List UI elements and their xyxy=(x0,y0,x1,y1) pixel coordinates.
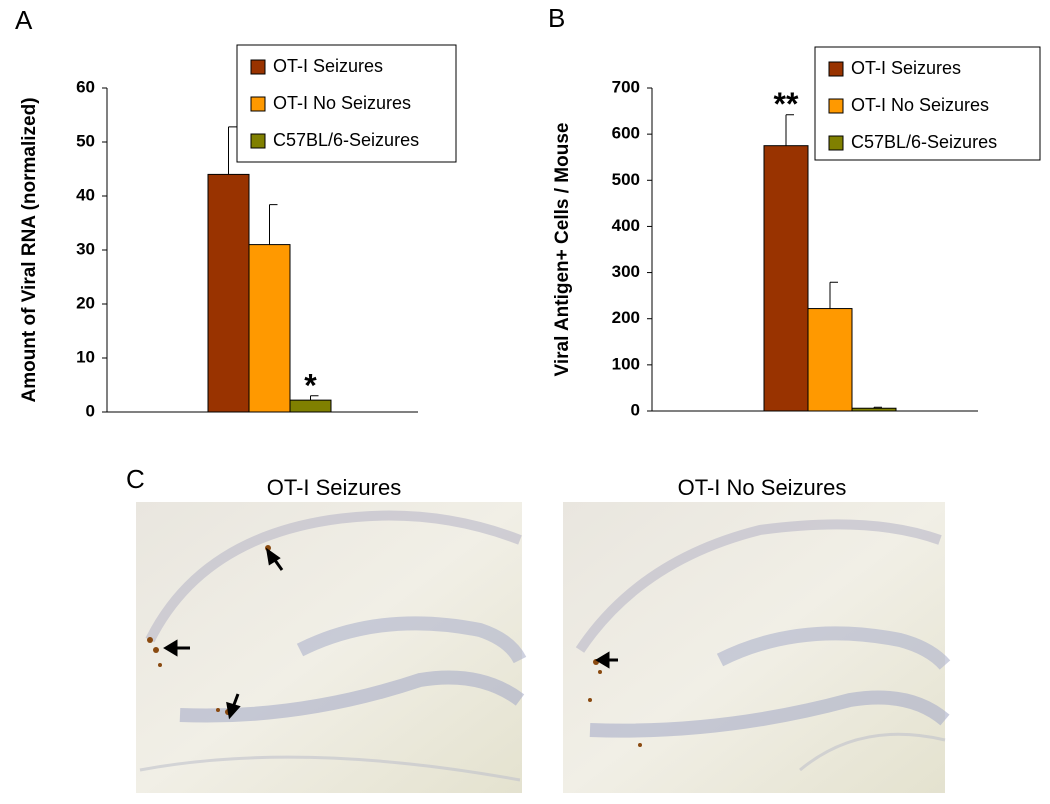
y-tick-label: 10 xyxy=(76,347,95,366)
error-bar xyxy=(873,406,882,409)
micrograph xyxy=(563,502,951,793)
legend-label: C57BL/6-Seizures xyxy=(851,132,997,152)
legend-swatch xyxy=(250,133,266,149)
legend-label: OT-I Seizures xyxy=(273,56,383,76)
y-tick-label: 0 xyxy=(631,400,640,419)
y-tick-label: 400 xyxy=(612,216,640,235)
legend-swatch xyxy=(828,98,844,114)
legend-label: OT-I No Seizures xyxy=(851,95,989,115)
y-tick-label: 500 xyxy=(612,170,640,189)
bar xyxy=(763,145,809,412)
bar xyxy=(807,308,853,412)
legend-label: OT-I No Seizures xyxy=(273,93,411,113)
error-bar xyxy=(785,114,794,146)
error-bar xyxy=(269,204,278,245)
bar xyxy=(207,173,250,413)
bar xyxy=(851,407,897,412)
y-tick-label: 50 xyxy=(76,131,95,150)
error-bar xyxy=(829,281,838,309)
significance: * xyxy=(304,367,317,403)
legend-box xyxy=(236,44,457,163)
error-bar xyxy=(228,126,237,175)
y-tick-label: 300 xyxy=(612,262,640,281)
legend-label: C57BL/6-Seizures xyxy=(273,130,419,150)
legend-swatch xyxy=(828,135,844,151)
y-tick-label: 100 xyxy=(612,354,640,373)
legend-swatch xyxy=(250,59,266,75)
legend-box xyxy=(814,46,1041,161)
y-tick-label: 20 xyxy=(76,293,95,312)
image-title: OT-I No Seizures xyxy=(678,475,847,500)
bar xyxy=(248,244,291,413)
image-title: OT-I Seizures xyxy=(267,475,401,500)
y-tick-label: 40 xyxy=(76,185,95,204)
y-axis-label: Amount of Viral RNA (normalized) xyxy=(19,97,40,402)
panel-label: B xyxy=(548,3,565,33)
significance: ** xyxy=(774,86,799,122)
y-tick-label: 0 xyxy=(86,401,95,420)
y-tick-label: 600 xyxy=(612,124,640,143)
y-tick-label: 200 xyxy=(612,308,640,327)
panel-label: A xyxy=(15,5,33,35)
panel-label: C xyxy=(126,464,145,494)
legend-swatch xyxy=(828,61,844,77)
y-tick-label: 30 xyxy=(76,239,95,258)
legend-label: OT-I Seizures xyxy=(851,58,961,78)
error-bar xyxy=(310,395,319,401)
y-tick-label: 700 xyxy=(612,77,640,96)
y-tick-label: 60 xyxy=(76,77,95,96)
y-axis-label: Viral Antigen+ Cells / Mouse xyxy=(552,123,573,377)
micrograph xyxy=(136,502,527,793)
legend-swatch xyxy=(250,96,266,112)
